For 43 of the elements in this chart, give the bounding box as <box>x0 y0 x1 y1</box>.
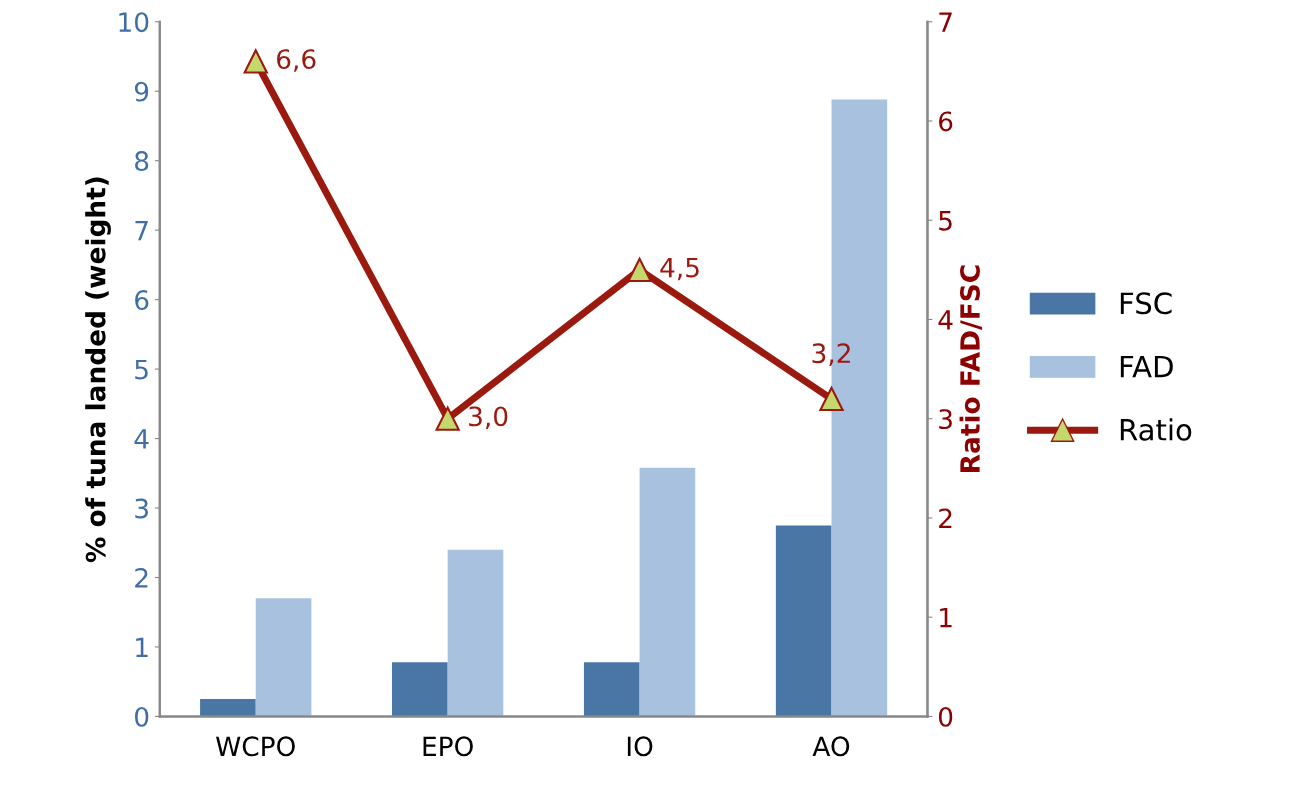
y-tick-label: 5 <box>135 359 148 380</box>
legend-label: Ratio <box>1120 418 1192 441</box>
bar <box>639 467 696 717</box>
y-tick-label: 0 <box>135 706 149 727</box>
y-tick-label: 2 <box>135 567 148 588</box>
point <box>435 406 460 431</box>
x-tick-label: IO <box>627 736 653 757</box>
y-tick-label: 10 <box>119 12 149 33</box>
y2-tick-label: 7 <box>939 12 952 32</box>
point <box>819 386 844 412</box>
data-label: 6,6 <box>277 49 316 72</box>
y2-tick-label: 2 <box>939 508 952 528</box>
y2-axis-title: Ratio FAD/FSC <box>959 265 983 472</box>
bar <box>255 598 312 717</box>
y2-tick-label: 1 <box>940 607 952 628</box>
y-axis-title: % of tuna landed (weight) <box>85 177 111 563</box>
bar <box>392 662 448 717</box>
bar <box>447 549 504 717</box>
legend-label: FAD <box>1120 355 1173 378</box>
y2-tick-label: 6 <box>939 111 953 132</box>
point <box>627 257 652 282</box>
bar <box>200 699 256 717</box>
data-label: 4,5 <box>660 257 699 281</box>
bar <box>583 662 640 717</box>
bar <box>775 525 832 717</box>
x-tick-label: EPO <box>423 736 473 757</box>
y-tick-label: 8 <box>135 151 149 172</box>
y-tick-label: 6 <box>135 290 149 311</box>
data-label: 3,2 <box>812 343 850 366</box>
y2-tick-label: 3 <box>939 409 952 430</box>
y-tick-label: 4 <box>134 429 149 449</box>
legend-label: FSC <box>1120 292 1172 315</box>
y2-tick-label: 5 <box>939 211 952 231</box>
x-tick-label: WCPO <box>216 736 295 757</box>
y-tick-label: 1 <box>136 637 148 657</box>
point <box>243 49 268 74</box>
y-tick-label: 9 <box>134 81 149 102</box>
data-label: 3,0 <box>469 406 508 430</box>
y-tick-label: 7 <box>135 220 148 241</box>
y2-tick-label: 0 <box>938 706 953 727</box>
y2-tick-label: 4 <box>938 310 953 330</box>
y-tick-label: 3 <box>135 498 148 519</box>
x-tick-label: AO <box>812 736 850 757</box>
